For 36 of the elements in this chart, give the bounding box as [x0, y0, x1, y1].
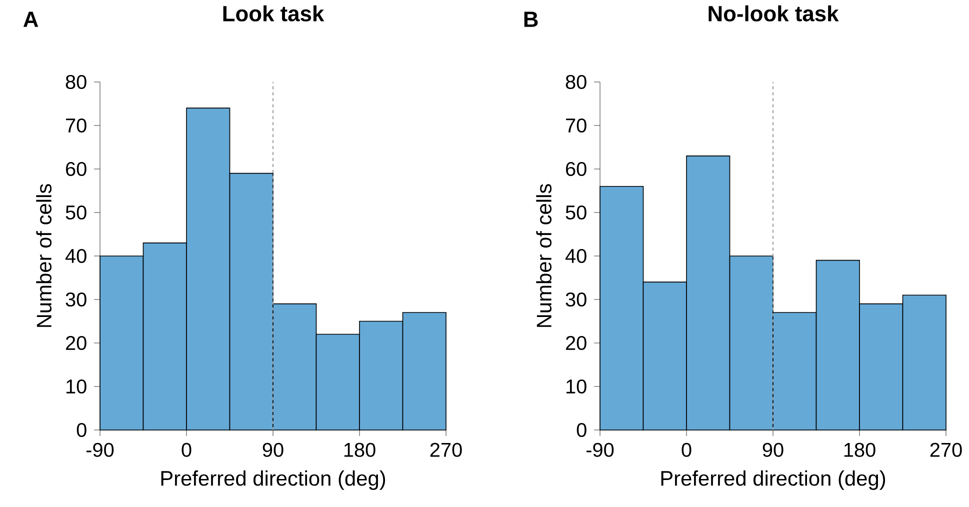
y-tick-label: 50: [66, 205, 86, 220]
x-axis-title: Preferred direction (deg): [661, 470, 886, 490]
x-tick-label: 90: [262, 442, 284, 457]
x-tick-label: 90: [762, 442, 784, 457]
y-tick-label: 70: [66, 118, 86, 133]
x-tick-label: 0: [182, 442, 192, 457]
x-tick-label: 180: [344, 442, 376, 457]
y-axis-title: Number of cells: [536, 184, 552, 327]
y-tick-label: 70: [566, 118, 586, 133]
x-tick-label: 180: [844, 442, 876, 457]
chart-title: Look task: [223, 5, 324, 22]
x-tick-label: -90: [586, 442, 614, 457]
text: B: [524, 12, 538, 27]
chart-title: No-look task: [708, 5, 839, 22]
y-tick-label: 10: [566, 379, 586, 394]
y-tick-label: 60: [66, 162, 86, 176]
y-tick-label: 0: [76, 422, 86, 438]
y-tick-label: 30: [566, 292, 586, 307]
x-tick-label: 270: [930, 442, 962, 457]
y-tick-label: 40: [65, 248, 86, 264]
y-tick-label: 20: [566, 336, 586, 350]
y-axis-title: Number of cells: [36, 184, 52, 327]
x-tick-label: -90: [86, 442, 114, 457]
y-tick-label: 80: [66, 74, 86, 90]
x-axis-title: Preferred direction (deg): [161, 470, 386, 490]
y-tick-label: 0: [576, 422, 586, 438]
y-tick-label: 80: [566, 74, 586, 90]
y-tick-label: 50: [566, 205, 586, 220]
y-tick-label: 40: [565, 248, 586, 264]
y-tick-label: 20: [66, 336, 86, 350]
x-tick-label: 270: [430, 442, 462, 457]
text: A: [23, 12, 38, 27]
y-tick-label: 60: [566, 162, 586, 176]
y-tick-label: 30: [66, 292, 86, 307]
x-tick-label: 0: [682, 442, 692, 457]
y-tick-label: 10: [66, 379, 86, 394]
